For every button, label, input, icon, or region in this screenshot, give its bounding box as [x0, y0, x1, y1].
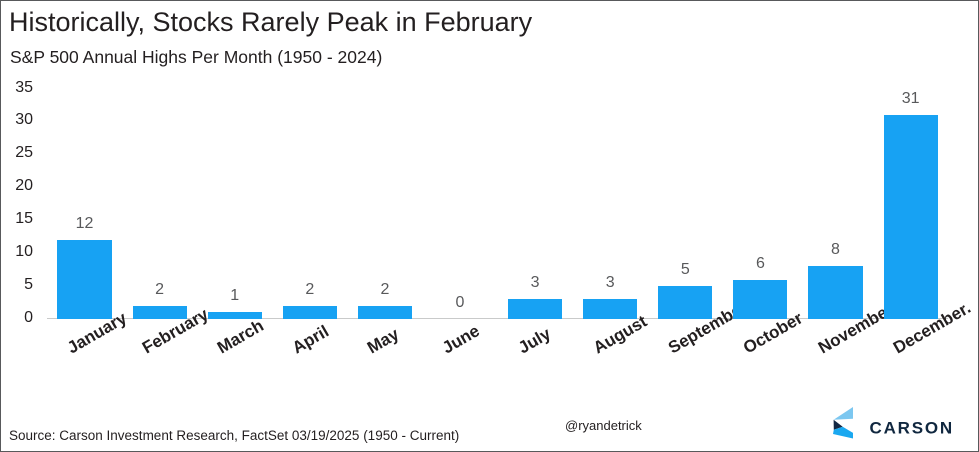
- svg-text:CARSON: CARSON: [870, 419, 954, 438]
